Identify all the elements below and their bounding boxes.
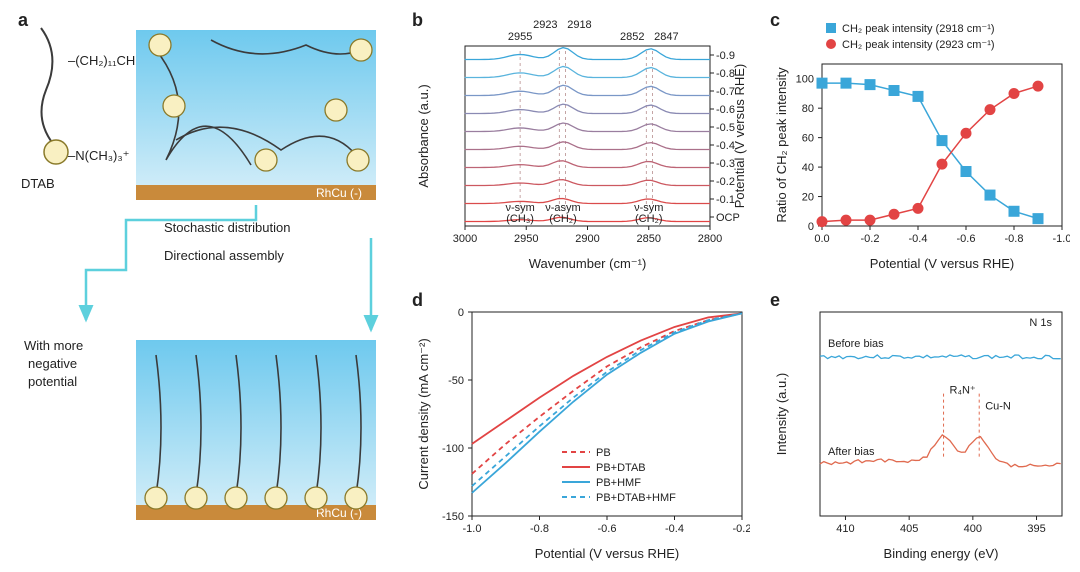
svg-text:-0.2: -0.2: [861, 233, 880, 245]
svg-text:400: 400: [964, 523, 982, 535]
svg-text:0: 0: [458, 307, 464, 319]
panel-b-chart: 30002950290028502800-0.9-0.8-0.7-0.6-0.5…: [410, 14, 750, 274]
svg-text:-1.0: -1.0: [463, 523, 482, 535]
svg-text:0: 0: [808, 221, 814, 233]
svg-text:2850: 2850: [637, 233, 661, 245]
svg-text:CH₂ peak intensity (2918 cm⁻¹): CH₂ peak intensity (2918 cm⁻¹): [842, 23, 995, 35]
svg-text:R₄N⁺: R₄N⁺: [950, 385, 976, 397]
side-text-1: With more: [24, 338, 83, 353]
svg-text:-0.8: -0.8: [530, 523, 549, 535]
electrode-top-label: RhCu (-): [316, 186, 362, 200]
svg-text:Intensity (a.u.): Intensity (a.u.): [774, 373, 789, 455]
svg-text:CH₂ peak intensity (2923 cm⁻¹): CH₂ peak intensity (2923 cm⁻¹): [842, 39, 995, 51]
svg-text:-0.8: -0.8: [1005, 233, 1024, 245]
svg-text:OCP: OCP: [716, 212, 740, 224]
svg-text:40: 40: [802, 162, 814, 174]
svg-text:410: 410: [836, 523, 854, 535]
svg-text:PB+HMF: PB+HMF: [596, 477, 641, 489]
svg-text:3000: 3000: [453, 233, 477, 245]
svg-text:-0.6: -0.6: [957, 233, 976, 245]
svg-text:80: 80: [802, 103, 814, 115]
svg-text:2923: 2923: [533, 19, 557, 31]
panel-c-chart: 0.0 -0.2 -0.4 -0.6 -0.8 -1.0 0 20 40 60 80 100 CH₂ p…: [770, 14, 1070, 274]
dtab-name-label: DTAB: [21, 176, 55, 191]
svg-text:2847: 2847: [654, 31, 678, 43]
svg-text:-100: -100: [442, 443, 464, 455]
svg-text:N 1s: N 1s: [1029, 317, 1052, 329]
panel-e-chart: 410 405 400 395 Before bias After bias R₄N⁺ Cu-…: [770, 294, 1070, 564]
svg-text:(CH₂): (CH₂): [635, 213, 662, 225]
svg-text:Ratio of CH₂ peak intensity: Ratio of CH₂ peak intensity: [774, 67, 789, 223]
dtab-tail-label: –(CH₂)₁₁CH₃: [68, 53, 141, 68]
svg-text:-50: -50: [448, 375, 464, 387]
svg-text:2955: 2955: [508, 31, 532, 43]
svg-text:Binding energy (eV): Binding energy (eV): [884, 546, 999, 561]
svg-text:Before bias: Before bias: [828, 338, 884, 350]
svg-text:20: 20: [802, 192, 814, 204]
svg-text:-150: -150: [442, 511, 464, 523]
svg-text:-0.4: -0.4: [665, 523, 684, 535]
side-text-2: negative: [28, 356, 77, 371]
svg-text:Cu-N: Cu-N: [985, 401, 1011, 413]
svg-text:395: 395: [1027, 523, 1045, 535]
svg-text:Wavenumber (cm⁻¹): Wavenumber (cm⁻¹): [529, 256, 647, 271]
process-top-label: Stochastic distribution: [164, 220, 290, 235]
svg-text:Potential (V versus RHE): Potential (V versus RHE): [732, 64, 747, 209]
svg-text:Absorbance (a.u.): Absorbance (a.u.): [416, 84, 431, 187]
svg-text:Potential (V versus RHE): Potential (V versus RHE): [870, 256, 1015, 271]
svg-text:-1.0: -1.0: [1053, 233, 1070, 245]
dtab-head-label: –N(CH₃)₃⁺: [68, 148, 130, 163]
svg-text:(CH₂): (CH₂): [549, 213, 576, 225]
svg-text:After bias: After bias: [828, 446, 875, 458]
process-bottom-label: Directional assembly: [164, 248, 284, 263]
svg-text:100: 100: [796, 74, 814, 86]
svg-text:PB: PB: [596, 447, 611, 459]
svg-text:-0.6: -0.6: [598, 523, 617, 535]
svg-text:2852: 2852: [620, 31, 644, 43]
svg-text:(CH₃): (CH₃): [506, 213, 534, 225]
svg-text:PB+DTAB: PB+DTAB: [596, 462, 646, 474]
panel-a-schematic: –(CH₂)₁₁CH₃ –N(CH₃)₃⁺ DTAB RhCu (-) Stoc…: [6, 10, 396, 570]
svg-text:Current density (mA cm⁻²): Current density (mA cm⁻²): [416, 338, 431, 489]
svg-text:Potential (V versus RHE): Potential (V versus RHE): [535, 546, 680, 561]
svg-text:0.0: 0.0: [814, 233, 829, 245]
svg-text:PB+DTAB+HMF: PB+DTAB+HMF: [596, 492, 676, 504]
svg-text:405: 405: [900, 523, 918, 535]
svg-text:2950: 2950: [514, 233, 538, 245]
svg-text:-0.4: -0.4: [909, 233, 928, 245]
side-text-3: potential: [28, 374, 77, 389]
svg-text:-0.2: -0.2: [733, 523, 750, 535]
svg-text:2800: 2800: [698, 233, 722, 245]
panel-d-chart: -1.0 -0.8 -0.6 -0.4 -0.2 -150 -100 -50 0 PB PB+DTA…: [410, 294, 750, 564]
svg-text:-0.9: -0.9: [716, 50, 735, 62]
svg-text:60: 60: [802, 133, 814, 145]
svg-text:2918: 2918: [567, 19, 591, 31]
svg-text:2900: 2900: [575, 233, 599, 245]
